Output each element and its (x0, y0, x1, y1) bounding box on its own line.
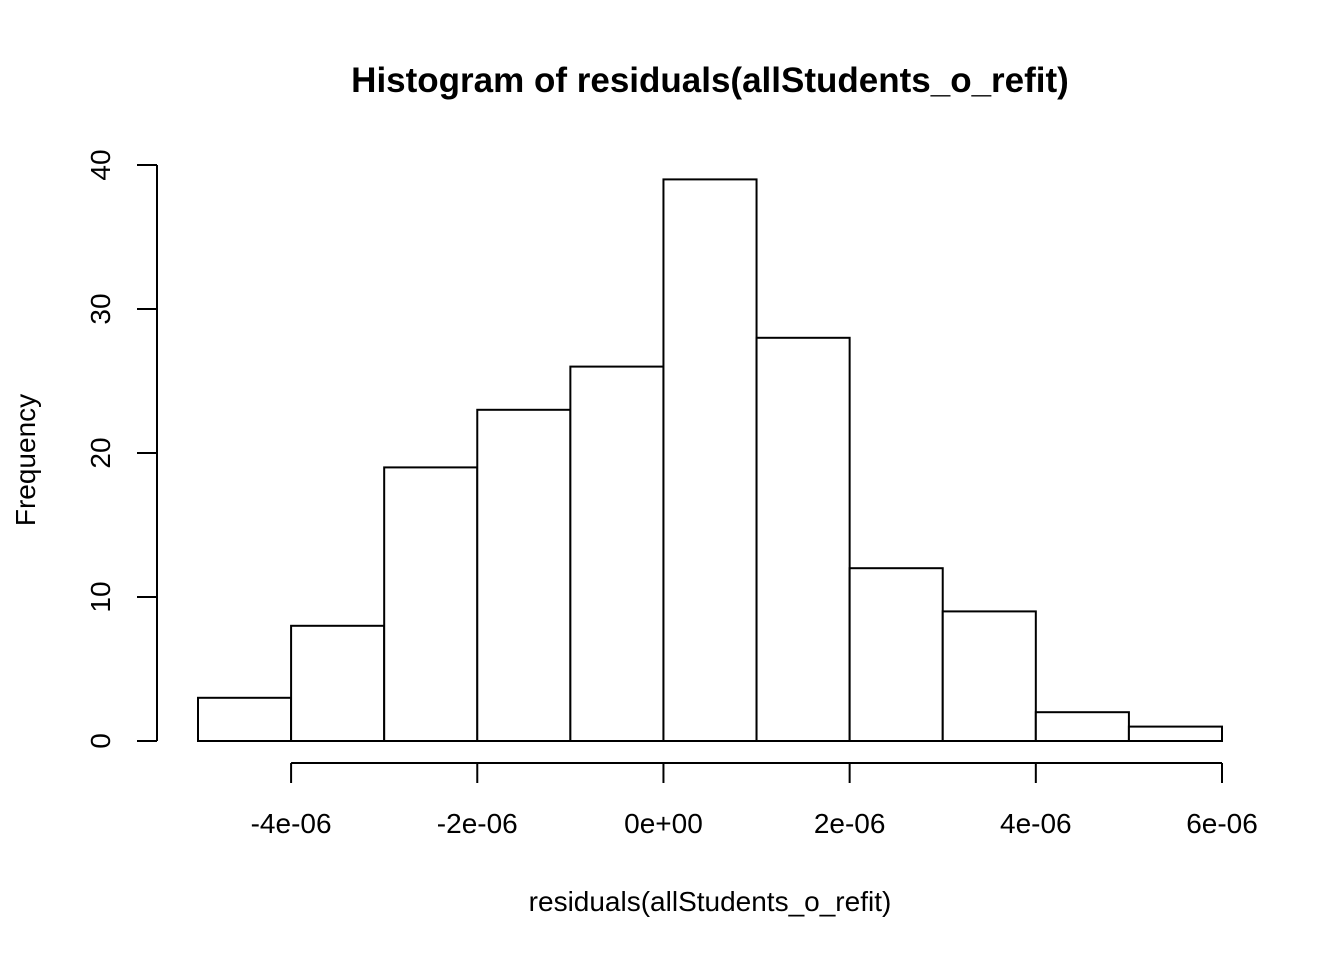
histogram-bar (1127, 725, 1223, 742)
y-tick-label: 20 (85, 437, 116, 468)
y-tick-label: 10 (85, 581, 116, 612)
chart-title: Histogram of residuals(allStudents_o_ref… (351, 61, 1069, 100)
histogram-bar (1034, 711, 1130, 743)
histogram-bar (662, 178, 758, 742)
x-tick-label: -2e-06 (437, 808, 518, 839)
y-axis-label: Frequency (10, 394, 41, 526)
x-tick-label: 6e-06 (1186, 808, 1258, 839)
x-tick-label: 4e-06 (1000, 808, 1072, 839)
x-tick-label: 0e+00 (624, 808, 703, 839)
x-axis-label: residuals(allStudents_o_refit) (529, 886, 892, 917)
x-tick-label: -4e-06 (251, 808, 332, 839)
x-axis: -4e-06 -2e-06 0e+00 2e-06 4e-06 6e-06 (251, 762, 1258, 839)
bars-group (197, 178, 1223, 743)
histogram-bar (476, 408, 572, 742)
y-axis: 0 10 20 30 40 (85, 149, 158, 749)
y-tick-label: 30 (85, 293, 116, 324)
histogram-bar (848, 567, 944, 743)
histogram-bar (197, 696, 293, 742)
y-tick-label: 40 (85, 149, 116, 180)
x-tick-label: 2e-06 (814, 808, 886, 839)
y-tick-label: 0 (85, 733, 116, 749)
histogram-bar (755, 336, 851, 742)
histogram-bar (383, 466, 479, 742)
histogram-bar (941, 610, 1037, 743)
histogram-bar (290, 624, 386, 742)
histogram-bar (569, 365, 665, 742)
